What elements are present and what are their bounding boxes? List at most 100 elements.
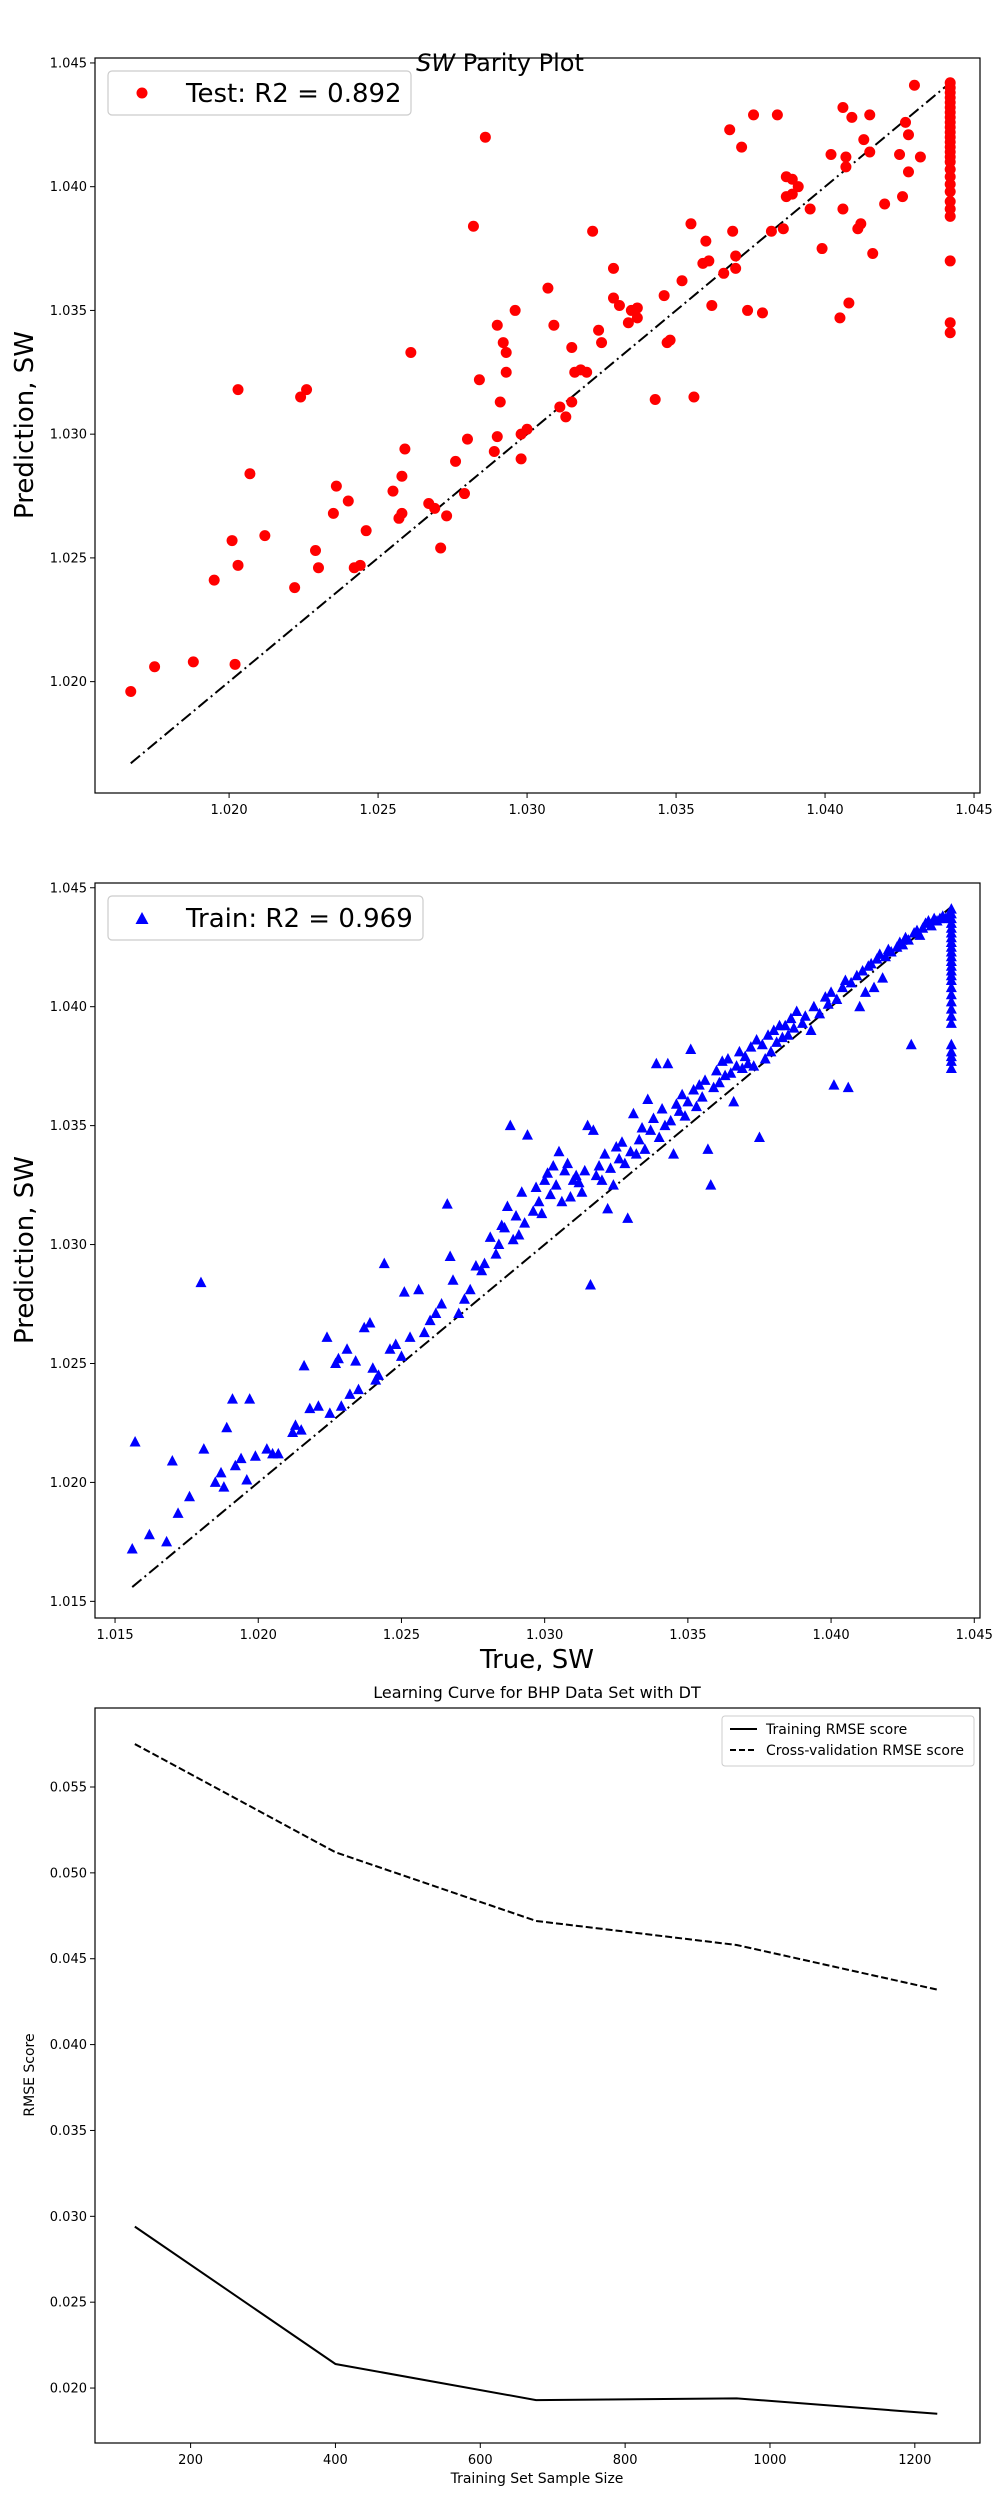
- train-data-point: [616, 1136, 628, 1147]
- y-tick-label: 1.040: [50, 180, 87, 195]
- test-data-point: [703, 255, 715, 267]
- train-data-point: [854, 1000, 866, 1012]
- train-data-point: [536, 1207, 548, 1219]
- train-data-point: [161, 1535, 173, 1547]
- training-rmse-line: [134, 2225, 938, 2415]
- test-data-point: [908, 79, 920, 91]
- train-data-point: [605, 1162, 617, 1173]
- train-data-point: [172, 1507, 184, 1518]
- test-data-point: [467, 220, 479, 232]
- test-legend-box: [107, 70, 412, 116]
- x-tick-label: 1.045: [956, 1628, 993, 1643]
- train-data-point: [547, 1160, 559, 1171]
- train-data-point: [868, 981, 880, 993]
- train-data-point: [493, 1238, 505, 1250]
- train-data-point: [607, 1179, 619, 1190]
- train-data-point: [713, 1076, 725, 1088]
- test-data-point: [473, 374, 485, 386]
- test-data-point: [858, 134, 870, 146]
- test-data-point: [208, 574, 220, 586]
- learning-curve-plot: Learning Curve for BHP Data Set with DT …: [22, 1683, 981, 2487]
- test-data-point: [596, 337, 608, 349]
- test-data-point: [461, 433, 473, 445]
- test-data-point: [387, 485, 399, 497]
- test-data-point: [685, 218, 697, 230]
- test-data-point: [622, 317, 634, 329]
- train-data-point: [312, 1400, 324, 1411]
- test-data-point: [458, 488, 470, 500]
- train-data-point: [859, 986, 871, 997]
- train-legend-box: [107, 895, 424, 941]
- train-data-point: [209, 1476, 221, 1487]
- train-data-point: [945, 981, 957, 993]
- train-data-point: [324, 1407, 336, 1418]
- train-data-point: [690, 1100, 702, 1112]
- test-data-point: [902, 129, 914, 141]
- test-data-point: [494, 396, 506, 408]
- train-data-point: [321, 1331, 333, 1342]
- train-data-point: [235, 1452, 247, 1464]
- train-data-point: [559, 1164, 571, 1176]
- figure-title-rest: Parity Plot: [455, 49, 584, 77]
- test-data-point: [840, 161, 852, 173]
- train-data-point: [527, 1205, 539, 1216]
- test-data-point: [312, 562, 324, 574]
- train-data-point: [384, 1343, 396, 1354]
- train-data-point: [599, 1148, 611, 1159]
- train-data-point: [796, 1017, 808, 1028]
- y-tick-label: 0.025: [50, 2296, 87, 2311]
- train-data-point: [542, 1167, 554, 1178]
- train-data-point: [945, 1062, 957, 1074]
- test-data-point: [491, 319, 503, 331]
- test-data-point: [295, 391, 307, 403]
- train-data-point: [751, 1033, 763, 1045]
- train-data-point: [126, 1543, 138, 1554]
- train-data-point: [341, 1343, 353, 1354]
- train-data-point: [272, 1447, 284, 1459]
- x-tick-label: 1200: [898, 2453, 931, 2468]
- test-data-point: [765, 225, 777, 237]
- train-data-point: [530, 1181, 542, 1192]
- train-data-point: [298, 1359, 310, 1371]
- train-data-point: [458, 1293, 470, 1304]
- test-data-point: [542, 282, 554, 294]
- train-data-point: [676, 1088, 688, 1100]
- train-data-point: [510, 1210, 522, 1221]
- x-tick-label: 1.030: [526, 1628, 563, 1643]
- train-data-point: [344, 1388, 356, 1399]
- test-data-point: [792, 181, 804, 193]
- train-data-point: [645, 1124, 657, 1135]
- x-tick-label: 1000: [753, 2453, 786, 2468]
- train-data-point: [295, 1424, 307, 1435]
- train-data-point: [782, 1029, 794, 1040]
- test-data-point: [649, 394, 661, 406]
- test-data-point: [706, 299, 718, 311]
- train-data-point: [785, 1012, 797, 1024]
- train-data-point: [748, 1060, 760, 1071]
- y-tick-label: 1.015: [50, 1595, 87, 1610]
- train-points: [126, 903, 957, 1554]
- train-data-point: [418, 1326, 430, 1338]
- train-data-point: [470, 1259, 482, 1271]
- train-data-point: [613, 1152, 625, 1164]
- train-data-point: [828, 1079, 840, 1090]
- train-data-point: [874, 948, 886, 959]
- train-data-point: [877, 972, 889, 983]
- x-tick-label: 1.015: [96, 1628, 133, 1643]
- test-parity-plot: 1.020 1.025 1.030 1.035 1.040 1.045 1.020 1.025…: [10, 56, 993, 818]
- test-data-point: [804, 203, 816, 215]
- train-data-point: [553, 1145, 565, 1157]
- test-data-point: [777, 223, 789, 235]
- x-tick-label: 800: [613, 2453, 638, 2468]
- test-data-point: [900, 116, 912, 128]
- test-data-point: [727, 225, 739, 237]
- train-data-point: [507, 1233, 519, 1245]
- train-data-point: [759, 1053, 771, 1064]
- test-data-point: [825, 149, 837, 161]
- train-data-point: [665, 1114, 677, 1126]
- train-data-point: [249, 1450, 261, 1461]
- test-data-point: [742, 304, 754, 316]
- test-data-point: [944, 317, 956, 329]
- train-data-point: [633, 1133, 645, 1145]
- train-data-point: [610, 1141, 622, 1152]
